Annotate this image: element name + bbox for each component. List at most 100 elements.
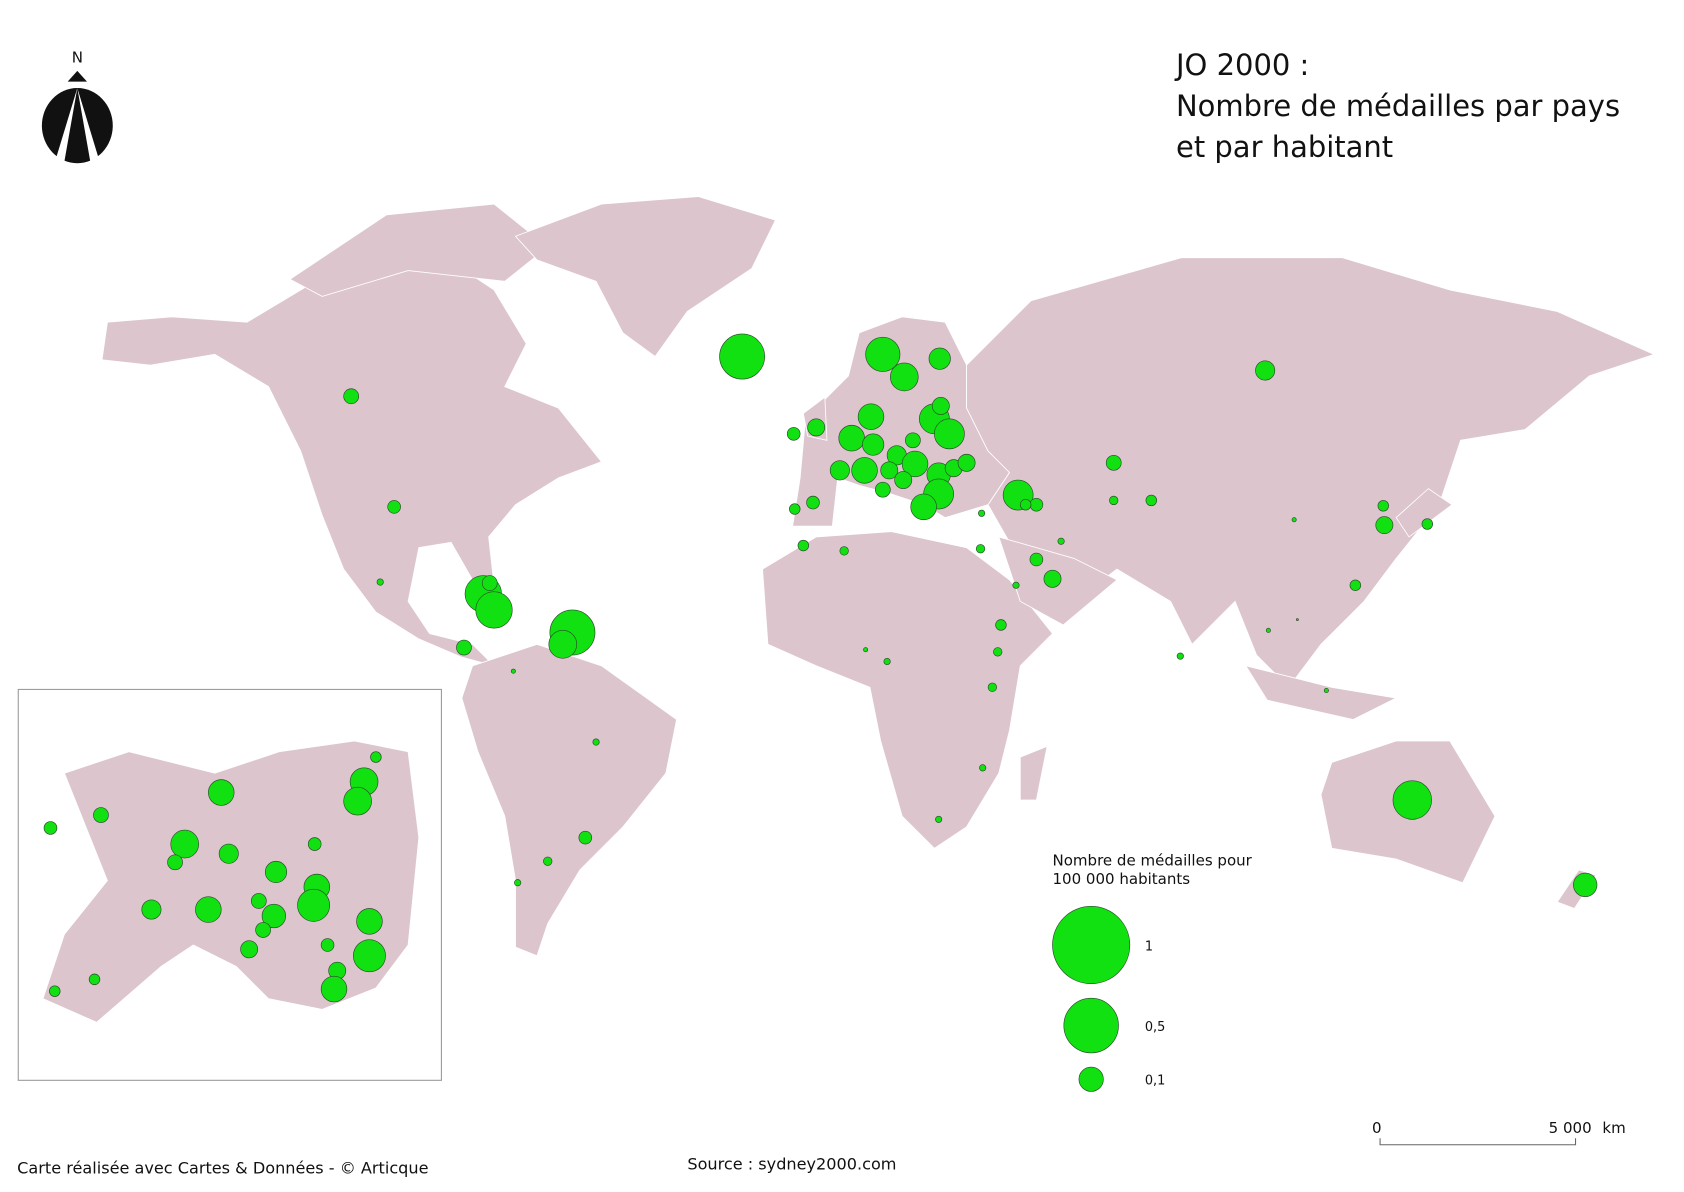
medal-bubble [1375,516,1394,535]
scale-unit: km [1602,1119,1625,1137]
medal-bubble [883,657,891,666]
medal-bubble [975,544,986,554]
medal-bubble [343,388,360,405]
medal-bubble [1012,581,1020,589]
medal-bubble [839,546,849,556]
medal-bubble [43,821,58,835]
medal-bubble [863,647,869,653]
medal-bubble [1019,499,1032,511]
title-line: Nombre de médailles par pays [1176,89,1620,123]
medal-bubble [88,973,101,986]
medal-bubble [261,903,287,929]
medal-bubble [320,975,348,1003]
scale-line [1379,1138,1577,1146]
medal-bubble [987,682,997,692]
source: Source : sydney2000.com [687,1154,896,1173]
madagascar [1019,745,1048,801]
medal-bubble [719,333,765,380]
medal-bubble [1255,360,1276,381]
medal-bubble [789,503,801,515]
medal-bubble [376,578,384,586]
medal-bubble [510,668,516,674]
medal-bubble [387,500,401,514]
medal-bubble [928,347,951,370]
medal-bubble [1105,455,1122,471]
north-label: N [72,48,83,66]
medal-bubble [514,879,522,887]
medal-bubble [548,630,578,659]
title-line: JO 2000 : [1174,48,1309,82]
medal-bubble [1295,618,1299,622]
world-land [101,196,1656,957]
world-bubbles [343,333,1598,898]
medal-bubble [894,471,913,489]
medal-bubble [356,908,383,935]
medal-bubble [1176,652,1184,660]
medal-bubble [935,815,943,823]
medal-bubble [862,433,885,456]
medal-bubble [874,481,891,498]
medal-bubble [993,647,1003,657]
medal-bubble [978,509,986,517]
legend-bubble [1052,906,1131,984]
north-arrow: N [41,48,113,164]
legend-bubble [1063,997,1119,1054]
medal-bubble [250,893,267,909]
medal-bubble [592,738,600,746]
medal-bubble [1421,518,1434,530]
medal-bubble [934,418,965,450]
medal-bubble [1029,552,1044,567]
medal-bubble [195,896,222,923]
medal-bubble [353,939,386,973]
medal-bubble [957,453,976,472]
medal-bubble [1145,494,1157,507]
title: JO 2000 : Nombre de médailles par pays et … [1174,48,1620,164]
medal-bubble [865,336,901,372]
medal-bubble [170,829,200,859]
medal-bubble [255,922,271,938]
medal-bubble [995,619,1007,631]
medal-bubble [370,751,382,763]
medal-bubble [343,786,372,816]
scale-bar: 0 5 000 km [1372,1119,1626,1146]
medal-bubble [1349,579,1362,591]
medal-bubble [543,856,553,866]
japan [1395,488,1453,538]
medal-bubble [1377,500,1389,512]
medal-bubble [890,362,919,392]
medal-bubble [481,575,498,591]
medal-bubble [1323,688,1329,693]
scale-start: 0 [1372,1119,1382,1137]
medal-bubble [320,938,335,952]
medal-bubble [578,830,593,845]
medal-bubble [806,495,820,510]
medal-bubble [931,397,950,415]
medal-bubble [910,493,937,521]
medal-bubble [456,639,472,656]
medal-bubble [264,860,288,884]
legend-bubble [1078,1066,1104,1092]
medal-bubble [829,460,850,481]
scale-end: 5 000 [1549,1119,1592,1137]
legend-title: Nombre de médailles pour [1052,852,1252,870]
medal-bubble [93,807,109,823]
medal-bubble [208,779,235,806]
medal-bubble [1109,495,1119,506]
medal-bubble [1029,497,1044,512]
medal-bubble [167,854,183,871]
asia [966,257,1656,688]
medal-bubble [857,403,885,430]
medal-bubble [1392,780,1432,820]
medal-bubble [905,432,921,449]
credit: Carte réalisée avec Cartes & Données - ©… [17,1159,428,1178]
legend-label: 0,5 [1145,1020,1165,1035]
medal-bubble [1057,537,1065,545]
north-disc [41,88,113,164]
medal-bubble [979,764,987,772]
south-america [461,643,678,957]
medal-bubble [1043,569,1062,588]
legend-label: 0,1 [1145,1074,1165,1089]
medal-bubble [307,837,322,851]
